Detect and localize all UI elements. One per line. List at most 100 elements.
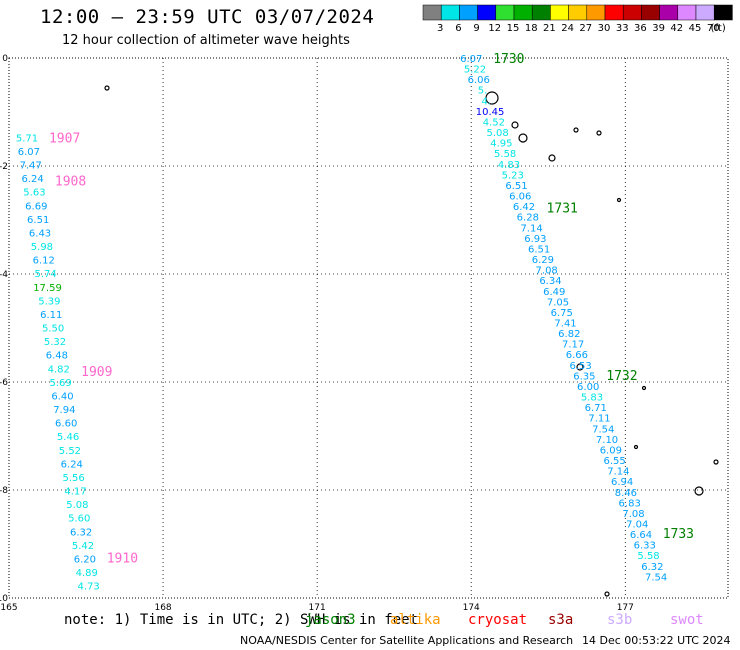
wave-height-value: 7.14: [607, 467, 629, 478]
island-outline: [604, 591, 610, 597]
island-outline: [104, 85, 110, 91]
wave-height-value: 6.69: [25, 201, 47, 212]
lon-tick-label: 174: [463, 603, 480, 613]
wave-height-value: 5.50: [42, 324, 64, 335]
colorbar-label: 30: [598, 23, 611, 34]
colorbar-label: 42: [670, 23, 683, 34]
island-outline: [694, 486, 704, 496]
pass-time-label: 1907: [49, 131, 80, 146]
satellite-jason3: jason3: [305, 612, 356, 628]
note-text: note: 1) Time is in UTC; 2) SWH is in fe…: [64, 612, 419, 628]
satellite-s3a: s3a: [548, 612, 574, 628]
pass-time-label: 1910: [107, 552, 138, 567]
wave-height-value: 5.52: [59, 446, 81, 457]
wave-height-value: 6.34: [539, 276, 561, 287]
wave-height-value: 6.07: [18, 147, 40, 158]
wave-height-value: 7.11: [588, 414, 610, 425]
island-outline: [548, 154, 556, 162]
colorbar-bin: [586, 4, 606, 21]
wave-height-value: 6.32: [641, 562, 663, 573]
wave-height-value: 6.66: [566, 350, 588, 361]
colorbar-label: 36: [634, 23, 647, 34]
wave-height-value: 7.54: [592, 424, 614, 435]
pass-time-label: 1733: [663, 527, 694, 542]
wave-height-value: 5.42: [72, 541, 94, 552]
wave-height-value: 6.24: [21, 174, 43, 185]
wave-height-value: 6.07: [460, 54, 482, 65]
wave-height-value: 6.64: [630, 530, 652, 541]
colorbar-label: 45: [689, 23, 702, 34]
altimeter-tracks: 6.075.226.065.4.10.454.525.084.955.584.8…: [16, 52, 694, 593]
wave-height-value: 7.14: [520, 223, 542, 234]
colorbar-label: 3: [437, 23, 443, 34]
wave-height-value: 4.52: [483, 117, 505, 128]
wave-height-value: 5.63: [23, 188, 45, 199]
wave-height-value: 6.51: [27, 215, 49, 226]
wave-height-value: 5.58: [637, 551, 659, 562]
wave-height-value: 7.08: [536, 266, 558, 277]
satellite-cryosat: cryosat: [468, 612, 528, 628]
colorbar-label: 6: [455, 23, 461, 34]
wave-height-value: 7.05: [547, 297, 569, 308]
pass-time-label: 1730: [493, 52, 524, 67]
island-outline: [641, 385, 647, 391]
colorbar-bin: [550, 4, 569, 21]
wave-height-value: 6.48: [46, 351, 68, 362]
wave-height-value: 6.28: [517, 213, 539, 224]
wave-height-value: 6.40: [51, 391, 73, 402]
wave-height-value: 6.32: [70, 527, 92, 538]
colorbar: 3 6 9 12 15 18 21 24 27 30 33 36 39 42 45 70(ft): [422, 4, 733, 34]
colorbar-bin: [622, 4, 642, 21]
island-outline: [485, 91, 499, 105]
wave-height-value: 4.95: [490, 139, 512, 150]
island-outline: [633, 444, 639, 450]
wave-height-value: 4.: [482, 96, 492, 107]
map-title: 12:00 — 23:59 UTC 03/07/2024: [40, 6, 375, 28]
wave-height-value: 5.46: [57, 432, 79, 443]
colorbar-bin: [422, 4, 442, 21]
wave-height-value: 10.45: [476, 107, 505, 118]
footer-credit: NOAA/NESDIS Center for Satellite Applica…: [240, 634, 574, 647]
wave-height-value: 7.17: [562, 340, 584, 351]
wave-height-value: 6.75: [551, 308, 573, 319]
wave-height-value: 5.56: [63, 473, 85, 484]
map-border: [8, 57, 729, 599]
colorbar-bin: [568, 4, 588, 21]
colorbar-bin: [440, 4, 460, 21]
wave-height-value: 5.22: [464, 65, 486, 76]
wave-height-value: 4.89: [76, 568, 98, 579]
colorbar-label: 12: [488, 23, 501, 34]
wave-height-value: 6.94: [611, 477, 633, 488]
wave-height-value: 6.33: [634, 541, 656, 552]
wave-height-value: 7.54: [645, 572, 667, 583]
island-outline: [518, 133, 528, 143]
wave-height-value: 6.71: [585, 403, 607, 414]
wave-height-value: 6.06: [509, 192, 531, 203]
wave-height-value: 4.83: [498, 160, 520, 171]
wave-height-value: 6.49: [543, 287, 565, 298]
wave-height-value: 4.17: [64, 487, 86, 498]
colorbar-bin: [513, 4, 533, 21]
lon-tick-label: 177: [617, 603, 634, 613]
pass-time-label: 1908: [55, 175, 86, 190]
wave-height-value: 6.09: [600, 445, 622, 456]
wave-height-value: 6.42: [513, 202, 535, 213]
islands: [104, 85, 719, 597]
wave-height-value: 6.60: [55, 419, 77, 430]
wave-height-value: 6.29: [532, 255, 554, 266]
wave-height-value: 5.74: [35, 269, 57, 280]
lon-tick-label: 171: [309, 603, 326, 613]
lat-tick-label: -8: [0, 486, 8, 496]
colorbar-bin: [604, 4, 624, 21]
wave-height-value: 6.12: [33, 256, 55, 267]
wave-height-value: 17.59: [33, 283, 62, 294]
wave-height-value: 8.46: [615, 488, 637, 499]
wave-height-value: 6.83: [619, 498, 641, 509]
colorbar-bin: [677, 4, 697, 21]
island-outline: [616, 197, 622, 203]
wave-height-value: 6.51: [528, 244, 550, 255]
wave-height-value: 6.11: [40, 310, 62, 321]
colorbar-label: 70: [707, 23, 720, 34]
wave-height-value: 5.32: [44, 337, 66, 348]
